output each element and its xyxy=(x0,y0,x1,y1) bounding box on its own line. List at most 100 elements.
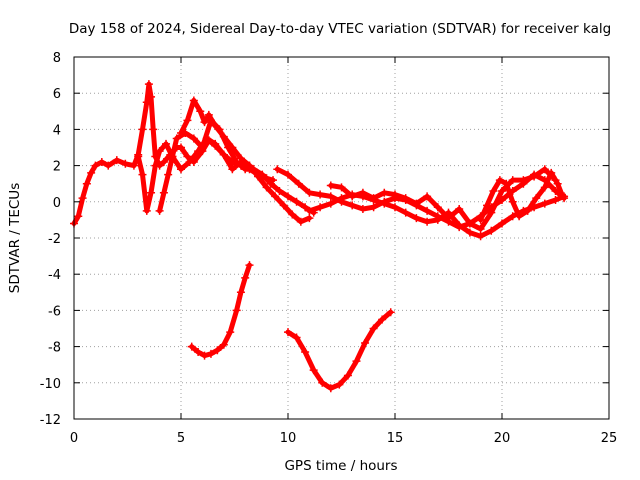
data-point-plus xyxy=(121,159,130,168)
data-point-plus xyxy=(219,132,228,141)
data-point-plus xyxy=(540,199,549,208)
data-point-plus xyxy=(162,139,171,148)
data-point-plus xyxy=(147,92,156,101)
series-track-i xyxy=(187,261,254,360)
data-point-plus xyxy=(82,179,91,188)
data-point-plus xyxy=(228,143,237,152)
data-point-plus xyxy=(305,188,314,197)
data-point-plus xyxy=(553,179,562,188)
data-point-plus xyxy=(412,214,421,223)
data-point-plus xyxy=(185,157,194,166)
data-point-plus xyxy=(337,183,346,192)
data-point-plus xyxy=(266,179,275,188)
data-point-plus xyxy=(288,210,297,219)
data-point-plus xyxy=(219,150,228,159)
data-point-plus xyxy=(305,206,314,215)
y-tick-label: 0 xyxy=(53,196,61,211)
data-point-plus xyxy=(284,328,292,337)
data-point-plus xyxy=(206,349,215,358)
data-point-plus xyxy=(275,186,284,195)
data-point-plus xyxy=(557,190,566,199)
data-point-plus xyxy=(91,161,100,170)
data-point-plus xyxy=(104,161,113,170)
y-tick-label: 8 xyxy=(53,51,61,66)
data-point-plus xyxy=(540,183,549,192)
data-point-plus xyxy=(352,357,361,366)
data-point-plus xyxy=(326,192,335,201)
series-trace xyxy=(135,135,312,225)
data-point-plus xyxy=(142,206,151,215)
series-track-j xyxy=(284,308,395,393)
data-point-plus xyxy=(183,152,192,161)
x-tick-label: 25 xyxy=(601,431,618,446)
x-tick-label: 0 xyxy=(70,431,78,446)
data-point-plus xyxy=(361,338,370,347)
x-tick-label: 20 xyxy=(494,431,511,446)
data-point-plus xyxy=(241,273,250,282)
data-point-plus xyxy=(129,161,138,170)
data-point-plus xyxy=(97,157,106,166)
data-point-plus xyxy=(284,192,292,201)
data-point-plus xyxy=(305,214,314,223)
x-tick-label: 5 xyxy=(177,431,185,446)
data-point-plus xyxy=(296,217,305,226)
data-point-plus xyxy=(343,371,352,380)
data-point-plus xyxy=(87,168,96,177)
x-tick-label: 10 xyxy=(280,431,297,446)
series-track-g xyxy=(326,165,560,233)
series-track-b xyxy=(134,134,314,226)
data-point-plus xyxy=(476,224,485,233)
data-point-plus xyxy=(455,205,464,214)
data-point-plus xyxy=(444,214,453,223)
axis-ticks: 0 5 10 15 20 25 -12 -10 -8 -6 -4 -2 0 2 4 6 8 xyxy=(40,51,618,446)
data-point-plus xyxy=(348,201,357,210)
data-point-plus xyxy=(423,217,432,226)
data-point-plus xyxy=(292,333,301,342)
data-point-plus xyxy=(337,194,346,203)
y-tick-label: 6 xyxy=(53,87,61,102)
data-point-plus xyxy=(219,340,228,349)
data-point-plus xyxy=(483,201,492,210)
data-point-plus xyxy=(211,121,220,130)
x-tick-label: 15 xyxy=(387,431,404,446)
y-tick-label: -2 xyxy=(48,232,61,247)
data-point-plus xyxy=(138,170,147,179)
data-point-plus xyxy=(515,212,524,221)
grid-lines xyxy=(74,57,609,419)
data-point-plus xyxy=(294,179,303,188)
data-point-plus xyxy=(433,203,442,212)
data-point-plus xyxy=(226,328,235,337)
data-point-plus xyxy=(194,147,203,156)
data-point-plus xyxy=(177,129,185,138)
data-point-plus xyxy=(78,194,87,203)
data-point-plus xyxy=(326,199,335,208)
data-point-plus xyxy=(316,190,325,199)
data-point-plus xyxy=(284,170,292,179)
chart-title: Day 158 of 2024, Sidereal Day-to-day VTE… xyxy=(69,21,611,37)
data-point-plus xyxy=(530,172,539,181)
data-point-plus xyxy=(271,192,280,201)
data-point-plus xyxy=(172,134,181,143)
data-point-plus xyxy=(164,170,173,179)
data-point-plus xyxy=(198,143,207,152)
data-point-plus xyxy=(380,188,389,197)
data-point-plus xyxy=(378,315,387,324)
data-point-plus xyxy=(455,221,464,230)
data-point-plus xyxy=(495,176,504,185)
data-point-plus xyxy=(168,152,177,161)
y-tick-label: 4 xyxy=(53,123,61,138)
data-point-plus xyxy=(489,186,498,195)
series-trace xyxy=(274,166,567,230)
data-point-plus xyxy=(358,205,367,214)
data-point-plus xyxy=(159,157,168,166)
data-point-plus xyxy=(204,110,213,119)
data-point-plus xyxy=(519,176,528,185)
data-point-plus xyxy=(318,378,327,387)
data-point-plus xyxy=(358,188,367,197)
data-point-plus xyxy=(249,165,258,174)
y-tick-label: -10 xyxy=(40,377,61,392)
data-point-plus xyxy=(423,192,432,201)
data-point-plus xyxy=(301,203,310,212)
data-point-plus xyxy=(241,165,250,174)
data-point-plus xyxy=(142,98,151,107)
